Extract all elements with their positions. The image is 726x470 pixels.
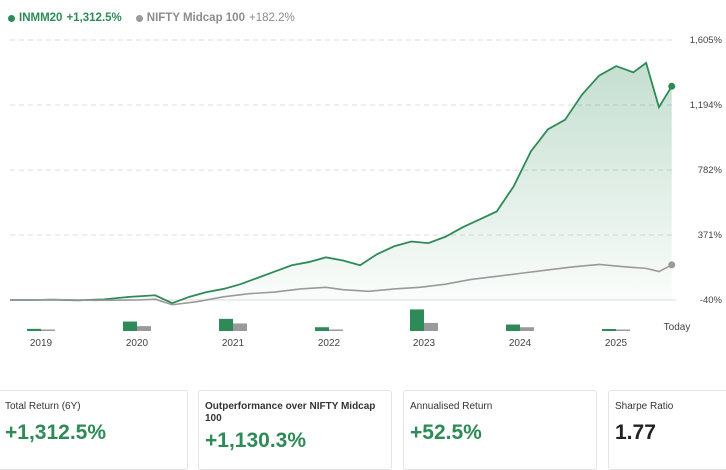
card-value: 1.77 — [615, 421, 656, 444]
performance-chart: 1,605% 1,194% 782% 371% -40% 2019 2020 2021 2022… — [9, 35, 723, 349]
bar-inmm20-2021 — [219, 318, 233, 331]
bar-nifty-2024 — [520, 327, 534, 331]
legend-item-inmm20[interactable]: INMM20 +1,312.5% — [8, 12, 122, 24]
bar-nifty-2021 — [233, 323, 247, 331]
legend-value-nifty: +182.2% — [248, 12, 295, 24]
card-sharpe-ratio: Sharpe Ratio 1.77 — [608, 390, 726, 470]
legend-name-inmm20: INMM20 — [19, 12, 63, 24]
card-value: +1,130.3% — [205, 429, 307, 452]
nifty-end-marker — [668, 261, 676, 269]
bar-nifty-2023 — [424, 322, 438, 331]
chart-legend: INMM20 +1,312.5% NIFTY Midcap 100 +182.2… — [8, 8, 295, 28]
legend-name-nifty: NIFTY Midcap 100 — [146, 12, 245, 24]
bar-nifty-2019 — [41, 329, 55, 331]
card-annualised-return: Annualised Return +52.5% — [403, 390, 597, 470]
x-tick-label: 2019 — [30, 338, 53, 349]
legend-dot-nifty — [135, 14, 143, 22]
stats-cards: Total Return (6Y) +1,312.5% Outperforman… — [0, 390, 726, 470]
inmm20-line — [10, 61, 673, 305]
y-tick-label: 782% — [698, 165, 723, 176]
inmm20-end-marker — [668, 82, 676, 90]
card-value: +52.5% — [410, 421, 482, 444]
legend-value-inmm20: +1,312.5% — [66, 12, 122, 24]
bar-inmm20-2019 — [27, 328, 41, 331]
x-tick-label: 2020 — [126, 338, 149, 349]
x-tick-label: 2021 — [222, 338, 245, 349]
x-tick-label: 2024 — [509, 338, 532, 349]
bar-nifty-2025 — [616, 329, 630, 331]
card-label: Sharpe Ratio — [615, 401, 674, 412]
bar-inmm20-2024 — [506, 324, 520, 331]
bar-nifty-2020 — [137, 326, 151, 331]
x-tick-label: 2022 — [318, 338, 341, 349]
x-tick-label: 2025 — [605, 338, 628, 349]
x-tick-label: 2023 — [413, 338, 436, 349]
bar-inmm20-2022 — [315, 327, 329, 331]
nifty-line — [9, 263, 673, 306]
bar-inmm20-2020 — [123, 321, 137, 331]
bar-inmm20-2025 — [602, 329, 616, 331]
y-tick-label: -40% — [700, 295, 723, 306]
y-tick-label: 371% — [698, 230, 723, 241]
card-label: Outperformance over NIFTY Midcap 100 — [205, 401, 376, 424]
y-tick-label: 1,605% — [690, 35, 723, 46]
x-tick-label: Today — [664, 322, 691, 333]
y-tick-label: 1,194% — [690, 100, 723, 111]
card-total-return: Total Return (6Y) +1,312.5% — [0, 390, 188, 470]
card-value: +1,312.5% — [5, 421, 107, 444]
card-label: Total Return (6Y) — [5, 401, 81, 412]
bar-nifty-2022 — [329, 329, 343, 331]
legend-item-nifty[interactable]: NIFTY Midcap 100 +182.2% — [135, 12, 295, 24]
legend-dot-inmm20 — [8, 14, 15, 22]
card-outperformance: Outperformance over NIFTY Midcap 100 +1,… — [198, 390, 392, 470]
inmm20-area — [10, 62, 672, 304]
bar-inmm20-2023 — [410, 309, 424, 331]
card-label: Annualised Return — [410, 401, 493, 412]
